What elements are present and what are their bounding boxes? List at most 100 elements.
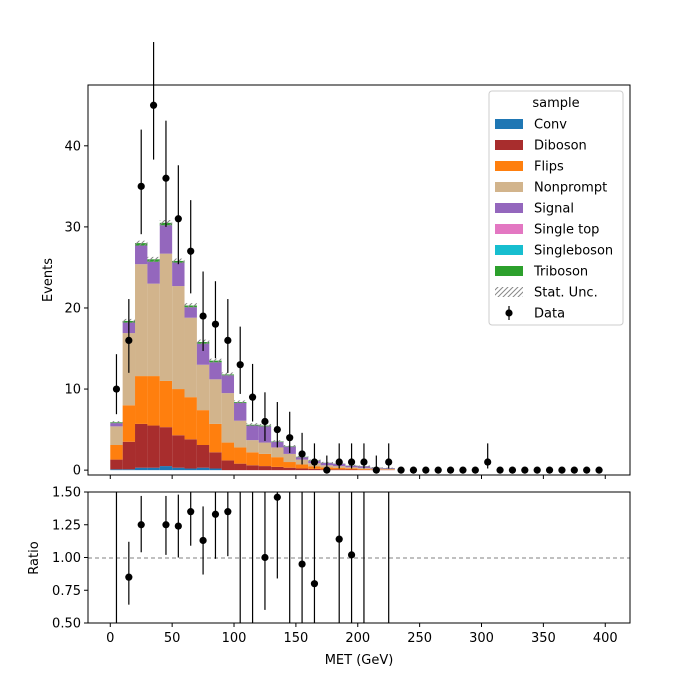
bar-nonprompt-bin-12 — [258, 442, 272, 454]
data-point-27 — [446, 466, 455, 474]
bar-diboson-bin-13 — [271, 466, 284, 471]
bar-diboson-bin-6 — [184, 439, 197, 469]
bar-nonprompt-bin-0 — [110, 426, 123, 445]
ratio-y-tick-label-1.00: 1.00 — [52, 551, 81, 566]
legend-label-triboson: Triboson — [533, 265, 588, 280]
ratio-point-8 — [261, 553, 269, 562]
data-point-26 — [434, 466, 442, 474]
ratio-point-7 — [224, 508, 232, 516]
bar-nonprompt-bin-3 — [147, 283, 160, 377]
bar-diboson-bin-7 — [196, 445, 210, 468]
bar-signal-bin-3 — [147, 261, 160, 284]
stat-unc-bin-9 — [221, 372, 235, 377]
main-panel: 0 10 20 30 40 Events — [41, 42, 631, 479]
data-point-11 — [248, 393, 257, 401]
ratio-point-9 — [273, 493, 281, 501]
bar-diboson-bin-2 — [135, 423, 148, 468]
bar-signal-bin-9 — [221, 375, 235, 394]
ratio-x-tick-label-300: 300 — [469, 631, 494, 646]
data-point-10 — [236, 361, 244, 369]
bar-nonprompt-bin-6 — [184, 317, 197, 398]
bar-diboson-bin-4 — [159, 427, 173, 467]
legend-swatch-conv — [495, 119, 523, 129]
main-x-ticks — [109, 475, 606, 479]
main-y-tick-label-40: 40 — [64, 139, 81, 154]
legend-swatch-signal — [495, 203, 523, 213]
stat-unc-bin-11 — [246, 423, 259, 427]
bar-diboson-bin-19 — [345, 469, 358, 471]
data-point-5 — [174, 215, 182, 223]
legend-label-diboson: Diboson — [534, 139, 587, 154]
main-y-tick-label-0: 0 — [73, 464, 81, 479]
data-point-24 — [409, 466, 418, 474]
legend-swatch-diboson — [495, 140, 523, 150]
bar-diboson-bin-15 — [295, 468, 309, 471]
data-point-23 — [397, 466, 405, 474]
ratio-point-11 — [310, 580, 319, 588]
bar-flips-bin-11 — [246, 452, 259, 466]
bar-nonprompt-bin-14 — [283, 453, 296, 463]
bar-flips-bin-10 — [234, 447, 247, 464]
data-point-20 — [360, 458, 368, 466]
bar-diboson-bin-16 — [308, 468, 321, 471]
ratio-panel: 0 50 100 150 200 250 300 350 400 0.50 0.75 1.00 1.2… — [27, 486, 631, 668]
data-point-2 — [137, 182, 145, 190]
main-y-tick-label-30: 30 — [64, 220, 81, 235]
ratio-point-2 — [162, 521, 170, 529]
bar-flips-bin-4 — [159, 380, 173, 428]
bar-nonprompt-bin-8 — [209, 379, 222, 424]
bar-nonprompt-bin-2 — [135, 264, 148, 377]
legend-label-conv: Conv — [534, 118, 567, 133]
data-point-30 — [484, 458, 492, 466]
ratio-x-tick-label-150: 150 — [283, 631, 308, 646]
bar-nonprompt-bin-11 — [246, 440, 259, 453]
bar-conv-bin-7 — [196, 467, 210, 471]
legend-label-nonprompt: Nonprompt — [534, 181, 607, 196]
stat-unc-bin-6 — [184, 303, 197, 308]
bar-flips-bin-7 — [196, 410, 210, 445]
data-point-8 — [211, 320, 220, 328]
bar-flips-bin-9 — [221, 442, 235, 461]
data-point-29 — [471, 466, 479, 474]
data-points — [112, 42, 603, 474]
bar-diboson-bin-12 — [258, 466, 272, 471]
stat-unc-bin-3 — [147, 256, 160, 262]
bar-diboson-bin-11 — [246, 465, 259, 471]
bar-signal-bin-2 — [135, 245, 148, 265]
bar-diboson-bin-18 — [333, 469, 346, 471]
data-point-12 — [261, 417, 269, 426]
ratio-y-axis-label: Ratio — [27, 541, 42, 574]
ratio-point-0 — [125, 573, 133, 581]
main-y-ticks: 0 10 20 30 40 — [64, 139, 88, 479]
bar-flips-bin-1 — [122, 405, 136, 442]
bar-signal-bin-6 — [184, 307, 197, 318]
data-point-25 — [422, 466, 430, 474]
stat-unc-bin-2 — [135, 240, 148, 246]
bar-signal-bin-4 — [159, 225, 173, 254]
data-point-39 — [595, 466, 603, 474]
bar-conv-bin-2 — [135, 467, 148, 471]
data-point-9 — [224, 336, 232, 345]
bar-flips-bin-2 — [135, 376, 148, 424]
data-point-13 — [273, 425, 281, 434]
ratio-x-tick-label-50: 50 — [164, 631, 181, 646]
ratio-point-1 — [137, 521, 145, 529]
bar-diboson-bin-10 — [234, 463, 247, 471]
legend-swatch-singleboson — [495, 245, 523, 255]
ratio-point-4 — [187, 508, 195, 516]
bar-signal-bin-7 — [196, 343, 210, 365]
ratio-x-ticks: 0 50 100 150 200 250 300 350 400 — [106, 623, 618, 646]
bar-nonprompt-bin-7 — [196, 364, 210, 411]
bar-signal-bin-10 — [234, 402, 247, 421]
bar-diboson-bin-3 — [147, 425, 160, 468]
data-point-28 — [459, 466, 467, 474]
ratio-point-3 — [174, 522, 182, 530]
data-point-7 — [199, 312, 207, 320]
bar-conv-bin-5 — [172, 467, 185, 471]
legend-title: sample — [532, 96, 579, 111]
data-point-34 — [533, 466, 541, 474]
ratio-x-tick-label-250: 250 — [407, 631, 432, 646]
x-axis-label: MET (GeV) — [325, 653, 394, 668]
stat-unc-bin-0 — [110, 421, 123, 424]
bar-nonprompt-bin-5 — [172, 286, 185, 390]
